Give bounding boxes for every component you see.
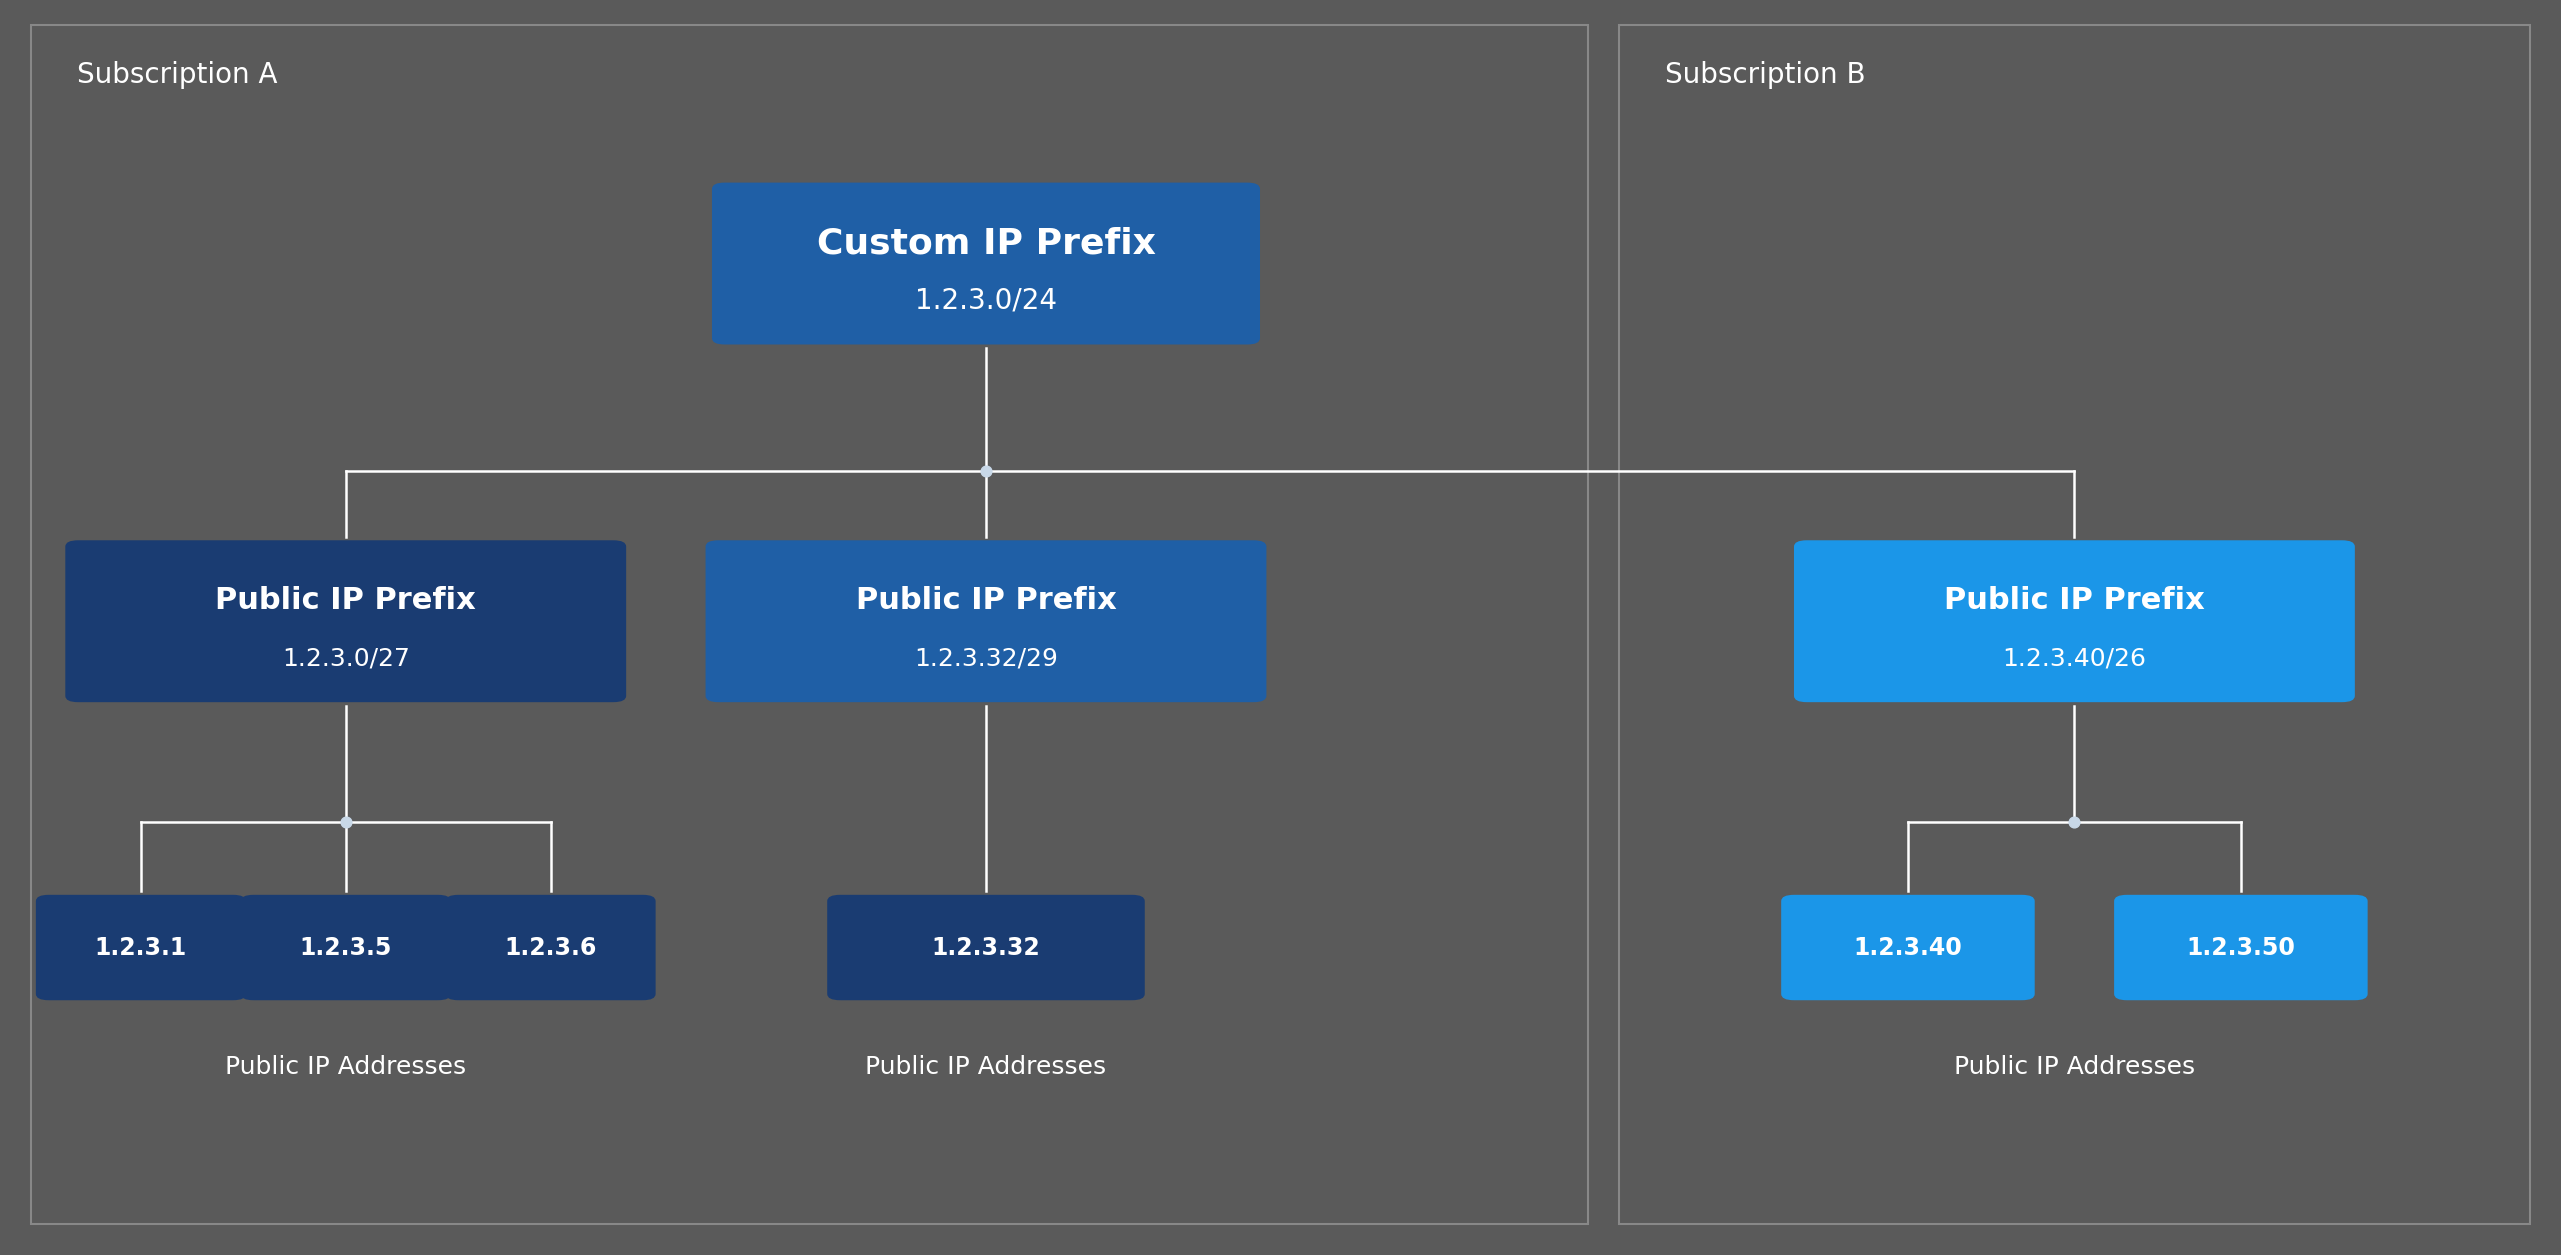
FancyBboxPatch shape (446, 895, 656, 1000)
Point (965, 461, 1006, 481)
Text: Custom IP Prefix: Custom IP Prefix (817, 226, 1155, 260)
Text: 1.2.3.32: 1.2.3.32 (932, 935, 1040, 960)
Text: Subscription A: Subscription A (77, 61, 277, 89)
Text: 1.2.3.0/27: 1.2.3.0/27 (282, 646, 410, 670)
Text: Public IP Addresses: Public IP Addresses (225, 1054, 466, 1079)
FancyBboxPatch shape (67, 541, 627, 703)
Text: 1.2.3.32/29: 1.2.3.32/29 (914, 646, 1058, 670)
Text: 1.2.3.1: 1.2.3.1 (95, 935, 187, 960)
FancyBboxPatch shape (707, 541, 1268, 703)
Text: 1.2.3.6: 1.2.3.6 (505, 935, 597, 960)
FancyBboxPatch shape (827, 895, 1145, 1000)
Point (2054, 812, 2095, 832)
FancyBboxPatch shape (712, 183, 1260, 345)
Text: Public IP Addresses: Public IP Addresses (1954, 1054, 2195, 1079)
Text: Public IP Addresses: Public IP Addresses (866, 1054, 1106, 1079)
Text: Public IP Prefix: Public IP Prefix (215, 586, 476, 615)
Text: Subscription B: Subscription B (1665, 61, 1864, 89)
Text: 1.2.3.0/24: 1.2.3.0/24 (914, 287, 1058, 315)
Text: 1.2.3.5: 1.2.3.5 (300, 935, 392, 960)
Text: Public IP Prefix: Public IP Prefix (1944, 586, 2205, 615)
FancyBboxPatch shape (1793, 541, 2356, 703)
Text: Public IP Prefix: Public IP Prefix (855, 586, 1117, 615)
Text: 1.2.3.40/26: 1.2.3.40/26 (2003, 646, 2146, 670)
Text: 1.2.3.50: 1.2.3.50 (2187, 935, 2295, 960)
FancyBboxPatch shape (241, 895, 451, 1000)
FancyBboxPatch shape (31, 25, 1588, 1224)
FancyBboxPatch shape (2115, 895, 2366, 1000)
Text: 1.2.3.40: 1.2.3.40 (1854, 935, 1962, 960)
FancyBboxPatch shape (1782, 895, 2036, 1000)
Point (325, 812, 366, 832)
FancyBboxPatch shape (1619, 25, 2530, 1224)
FancyBboxPatch shape (36, 895, 246, 1000)
